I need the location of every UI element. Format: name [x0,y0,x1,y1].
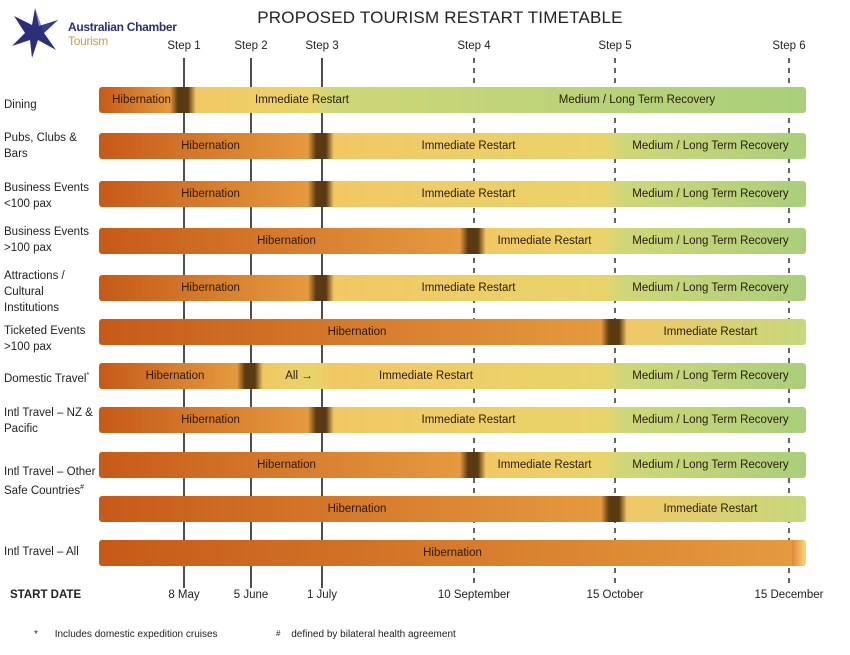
phase-label-row5-3: Medium / Long Term Recovery [632,282,789,294]
star-logo-icon [12,8,58,58]
row-label-7: Domestic Travel* [4,372,90,385]
row-label-9: Intl Travel – Other Safe Countries# [4,466,96,497]
phase-label-row3-1: Hibernation [181,188,240,200]
footnote-hash-mark: # [276,629,281,638]
chart-title: PROPOSED TOURISM RESTART TIMETABLE [257,8,623,27]
phase-label-row7-2: All → [285,370,313,382]
phase-label-row11-1: Hibernation [423,547,482,559]
row-label-8: Intl Travel – NZ & Pacific [4,407,93,435]
phase-label-row4-2: Immediate Restart [497,235,592,247]
phase-label-row2-3: Medium / Long Term Recovery [632,140,789,152]
phase-label-row8-2: Immediate Restart [421,414,516,426]
start-date-5: 15 October [586,589,644,601]
row-label-3: Business Events <100 pax [4,182,90,210]
phase-label-row6-1: Hibernation [327,326,387,338]
start-date-3: 1 July [306,589,338,601]
phase-label-row2-2: Immediate Restart [421,140,516,152]
phase-label-row2-1: Hibernation [181,140,240,152]
step-label-2: Step 2 [234,40,268,52]
phase-label-row7-4: Medium / Long Term Recovery [632,370,789,382]
phase-label-row5-2: Immediate Restart [421,282,516,294]
row-label-4: Business Events >100 pax [4,226,90,254]
row-label-2: Pubs, Clubs & Bars [4,132,77,160]
footnote-hash-text: defined by bilateral health agreement [291,629,456,640]
logo: Australian Chamber Tourism [8,6,177,60]
step-label-5: Step 5 [598,40,632,52]
phase-label-row1-2: Immediate Restart [255,94,349,106]
step-label-4: Step 4 [457,40,491,52]
phase-label-row10-1: Hibernation [327,503,387,515]
footnote-hash: # defined by bilateral health agreement [276,629,456,640]
row-label-5: Attractions / Cultural Institutions [4,270,65,314]
step-label-1: Step 1 [167,40,201,52]
phase-label-row10-2: Immediate Restart [663,503,758,515]
phase-label-row7-1: Hibernation [145,370,205,382]
phase-label-row4-1: Hibernation [257,235,316,247]
phase-label-row4-3: Medium / Long Term Recovery [632,235,789,247]
phase-label-row9-3: Medium / Long Term Recovery [632,459,789,471]
bar-row-6 [99,319,806,345]
bar-row-5 [99,275,806,301]
bar-row-1 [99,87,806,113]
row-label-1: Dining [4,99,37,111]
footnote-star-text: Includes domestic expedition cruises [54,629,218,640]
step-label-3: Step 3 [305,40,339,52]
bar-row-9 [99,452,806,478]
phase-label-row9-2: Immediate Restart [497,459,592,471]
step-label-6: Step 6 [772,40,806,52]
bar-row-8 [99,407,806,433]
phase-label-row6-2: Immediate Restart [663,326,758,338]
start-date-2: 5 June [233,589,269,601]
phase-label-row8-3: Medium / Long Term Recovery [632,414,789,426]
start-date-1: 8 May [168,589,200,601]
logo-title: Australian Chamber [68,20,177,34]
row-label-11: Intl Travel – All [4,546,79,558]
start-date-6: 15 December [754,589,824,601]
start-date-4: 10 September [437,589,511,601]
bar-row-7 [99,363,806,389]
phase-label-row8-1: Hibernation [181,414,240,426]
bar-row-10 [99,496,806,522]
footnote-star: * Includes domestic expedition cruises [34,629,218,640]
bar-row-3 [99,181,806,207]
phase-label-row7-3: Immediate Restart [379,370,473,382]
x-axis-label: START DATE [10,589,82,601]
bar-row-2 [99,133,806,159]
footnote-star-mark: * [34,629,38,640]
phase-label-row3-2: Immediate Restart [421,188,516,200]
phase-label-row1-1: Hibernation [112,94,171,106]
phase-label-row9-1: Hibernation [257,459,316,471]
phase-label-row1-3: Medium / Long Term Recovery [558,94,716,106]
phase-label-row3-3: Medium / Long Term Recovery [632,188,789,200]
bar-row-11 [99,540,806,566]
row-label-6: Ticketed Events >100 pax [4,325,86,353]
logo-subtitle: Tourism [68,34,108,48]
bar-row-4 [99,228,806,254]
phase-label-row5-1: Hibernation [181,282,240,294]
